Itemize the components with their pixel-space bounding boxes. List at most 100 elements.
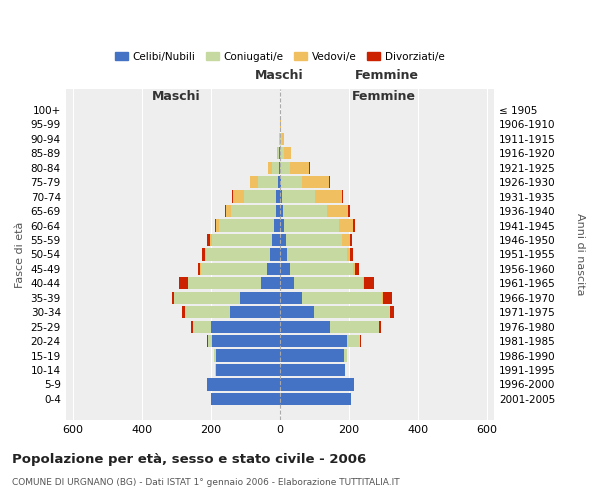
Bar — [233, 190, 244, 203]
Bar — [215, 220, 216, 232]
Text: Popolazione per età, sesso e stato civile - 2006: Popolazione per età, sesso e stato civil… — [12, 452, 366, 466]
Bar — [302, 176, 329, 188]
Bar — [280, 292, 302, 304]
Bar — [214, 350, 216, 362]
Bar — [348, 205, 350, 217]
Bar — [293, 277, 364, 289]
Bar — [280, 262, 290, 275]
Bar — [290, 262, 353, 275]
Text: COMUNE DI URGNANO (BG) - Dati ISTAT 1° gennaio 2006 - Elaborazione TUTTITALIA.IT: COMUNE DI URGNANO (BG) - Dati ISTAT 1° g… — [12, 478, 400, 487]
Bar — [240, 292, 280, 304]
Bar — [211, 320, 280, 333]
Text: Maschi: Maschi — [256, 69, 304, 82]
Bar — [280, 393, 350, 405]
Bar — [302, 292, 382, 304]
Bar — [280, 176, 281, 188]
Bar — [344, 350, 347, 362]
Bar — [278, 147, 280, 160]
Bar — [207, 234, 210, 246]
Bar — [225, 205, 226, 217]
Bar — [279, 132, 280, 145]
Bar — [211, 393, 280, 405]
Bar — [272, 162, 279, 174]
Bar — [206, 248, 270, 260]
Y-axis label: Anni di nascita: Anni di nascita — [575, 213, 585, 296]
Bar — [281, 176, 302, 188]
Bar — [268, 162, 272, 174]
Bar — [281, 132, 284, 145]
Bar — [287, 248, 347, 260]
Bar — [179, 277, 188, 289]
Bar — [353, 220, 355, 232]
Bar — [347, 335, 360, 347]
Text: Femmine: Femmine — [352, 90, 415, 102]
Bar — [210, 234, 212, 246]
Bar — [383, 292, 392, 304]
Bar — [355, 262, 359, 275]
Bar — [212, 335, 280, 347]
Bar — [280, 306, 314, 318]
Bar — [172, 292, 175, 304]
Bar — [278, 176, 280, 188]
Bar — [330, 320, 379, 333]
Bar — [188, 277, 261, 289]
Bar — [205, 248, 206, 260]
Bar — [360, 335, 361, 347]
Bar — [206, 335, 208, 347]
Bar — [283, 205, 327, 217]
Bar — [219, 220, 274, 232]
Bar — [226, 205, 231, 217]
Bar — [280, 190, 281, 203]
Bar — [280, 378, 354, 390]
Bar — [202, 248, 205, 260]
Text: Femmine: Femmine — [355, 69, 419, 82]
Bar — [261, 277, 280, 289]
Bar — [280, 350, 344, 362]
Bar — [353, 262, 355, 275]
Bar — [280, 335, 347, 347]
Bar — [201, 262, 266, 275]
Bar — [277, 147, 278, 160]
Bar — [275, 205, 280, 217]
Bar — [200, 262, 201, 275]
Bar — [280, 320, 330, 333]
Bar — [286, 234, 342, 246]
Y-axis label: Fasce di età: Fasce di età — [15, 221, 25, 288]
Bar — [193, 320, 211, 333]
Bar — [250, 176, 259, 188]
Bar — [316, 190, 343, 203]
Bar — [207, 378, 280, 390]
Bar — [284, 147, 290, 160]
Bar — [350, 234, 352, 246]
Bar — [280, 162, 290, 174]
Bar — [212, 234, 272, 246]
Bar — [364, 277, 374, 289]
Bar — [329, 176, 330, 188]
Legend: Celibi/Nubili, Coniugati/e, Vedovi/e, Divorziati/e: Celibi/Nubili, Coniugati/e, Vedovi/e, Di… — [111, 48, 449, 66]
Bar — [185, 306, 230, 318]
Bar — [338, 220, 353, 232]
Bar — [182, 306, 185, 318]
Bar — [290, 162, 309, 174]
Bar — [280, 132, 281, 145]
Bar — [197, 262, 200, 275]
Bar — [231, 205, 275, 217]
Bar — [279, 162, 280, 174]
Bar — [216, 364, 280, 376]
Bar — [191, 320, 193, 333]
Bar — [314, 306, 389, 318]
Bar — [270, 248, 280, 260]
Bar — [284, 220, 338, 232]
Bar — [280, 364, 345, 376]
Bar — [280, 248, 287, 260]
Bar — [347, 248, 350, 260]
Bar — [280, 220, 284, 232]
Bar — [345, 364, 346, 376]
Text: Maschi: Maschi — [152, 90, 200, 102]
Bar — [379, 320, 380, 333]
Bar — [274, 220, 280, 232]
Bar — [280, 234, 286, 246]
Bar — [215, 364, 216, 376]
Bar — [208, 335, 212, 347]
Bar — [232, 190, 233, 203]
